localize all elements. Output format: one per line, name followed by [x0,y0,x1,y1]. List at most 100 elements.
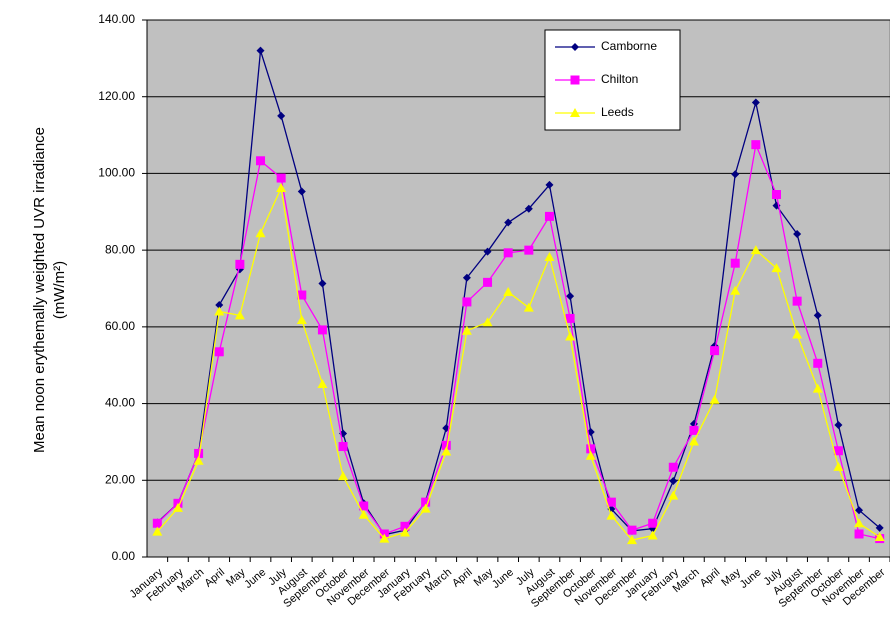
marker [400,521,410,531]
marker [586,444,596,454]
marker [545,180,554,189]
marker [689,425,699,435]
marker [565,313,575,323]
marker [854,529,864,539]
marker [730,258,740,268]
marker [606,497,616,507]
marker [441,446,452,456]
marker [317,325,327,335]
marker [358,509,369,519]
marker [812,383,823,393]
marker [523,302,534,312]
marker [730,285,741,295]
marker [771,263,782,273]
marker [338,442,348,452]
marker [648,518,658,528]
marker [256,46,265,55]
y-tick-label: 100.00 [98,166,135,180]
marker [277,111,286,120]
marker [750,245,761,255]
marker [524,204,533,213]
marker [833,446,843,456]
marker [688,436,699,446]
marker [875,523,884,532]
y-tick-label: 120.00 [98,89,135,103]
marker [483,247,492,256]
marker [152,526,163,536]
marker [296,314,307,324]
marker [194,448,204,458]
marker [544,252,555,262]
x-tick-label: April [698,566,723,589]
y-tick-label: 40.00 [105,396,135,410]
x-tick-label: April [450,566,475,589]
y-tick-label: 140.00 [98,12,135,26]
legend-label: Leeds [601,105,634,119]
marker [318,279,327,288]
marker [276,173,286,183]
marker [524,245,534,255]
marker [503,248,513,258]
marker [276,183,287,193]
marker [833,461,844,471]
x-tick-label: June [490,566,516,591]
marker [669,477,678,486]
legend-label: Chilton [601,72,638,86]
marker [255,228,266,238]
marker [234,310,245,320]
marker [793,230,802,239]
marker [854,518,865,528]
marker [565,331,576,341]
marker [193,455,204,465]
marker [606,510,617,520]
marker [214,347,224,357]
marker [834,421,843,430]
marker [566,292,575,301]
marker [855,506,864,515]
marker [627,525,637,535]
marker [570,75,580,85]
y-axis-label: (mW/m²) [51,261,68,319]
marker [813,311,822,320]
marker [710,346,720,356]
marker [874,532,885,542]
marker [297,187,306,196]
marker [570,108,580,117]
x-tick-label: June [242,566,268,591]
marker [504,218,513,227]
marker [462,273,471,282]
marker [317,379,328,389]
marker [462,297,472,307]
marker [792,296,802,306]
marker [731,170,740,179]
y-tick-label: 0.00 [112,549,136,563]
marker [668,490,679,500]
marker [420,503,431,513]
marker [359,501,369,511]
y-tick-label: 60.00 [105,319,135,333]
marker [235,259,245,269]
marker [647,530,658,540]
y-axis-label: Mean noon erythemally weighted UVR irrad… [31,127,48,453]
marker [771,190,781,200]
y-tick-label: 20.00 [105,472,135,486]
marker [399,527,410,537]
marker [585,450,596,460]
marker [482,317,493,327]
legend-label: Camborne [601,39,657,53]
x-tick-label: June [738,566,764,591]
marker [813,358,823,368]
marker [215,300,224,309]
x-tick-label: April [202,566,227,589]
marker [483,277,493,287]
plot-area [146,19,890,558]
marker [571,43,579,51]
marker [709,394,720,404]
marker [256,156,266,166]
marker [751,98,760,107]
marker [627,535,638,545]
marker [607,505,616,514]
marker [441,440,451,450]
marker [338,471,349,481]
